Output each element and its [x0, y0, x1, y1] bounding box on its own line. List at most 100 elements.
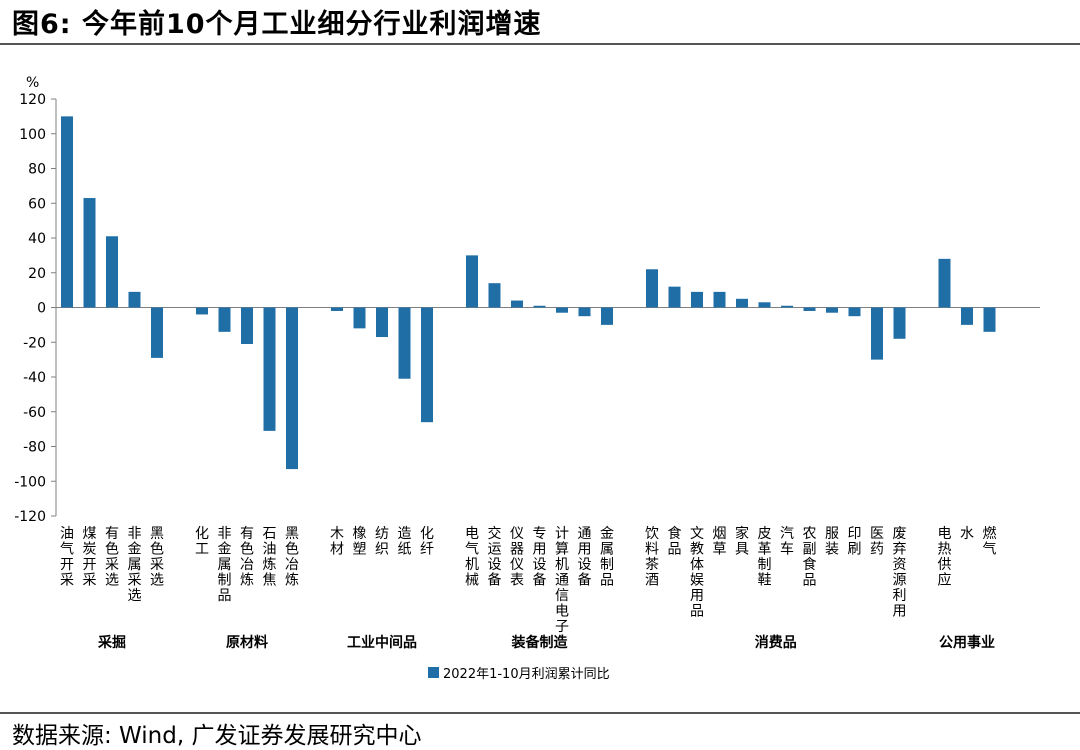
category-label: 专用设备: [533, 526, 547, 589]
category-label: 橡塑: [353, 526, 367, 558]
category-label: 饮料茶酒: [645, 526, 659, 589]
bar: [488, 283, 501, 308]
category-label: 汽车: [780, 526, 794, 558]
group-label: 工业中间品: [347, 634, 417, 651]
bar: [668, 286, 681, 308]
bar: [736, 298, 748, 308]
group-label: 装备制造: [511, 634, 568, 651]
category-label: 纺织: [375, 526, 389, 558]
category-label: 化纤: [420, 526, 434, 558]
y-tick-label: -80: [23, 440, 46, 456]
bar: [241, 307, 253, 344]
y-tick-label: -120: [14, 509, 46, 525]
category-label: 油气开采: [60, 526, 74, 589]
y-tick-label: -100: [14, 474, 46, 490]
bar: [983, 307, 996, 332]
bar: [331, 307, 343, 311]
category-label: 交运设备: [488, 525, 502, 589]
category-label: 木材: [330, 526, 344, 558]
category-label: 造纸: [398, 526, 412, 558]
chart-title: 图6: 今年前10个月工业细分行业利润增速: [12, 9, 542, 40]
category-label: 燃气: [983, 525, 997, 558]
y-tick-label: -20: [23, 335, 46, 351]
bar: [128, 291, 141, 308]
bar: [758, 302, 771, 308]
category-label: 食品: [668, 525, 682, 558]
category-label: 电热供应: [938, 526, 952, 589]
category-label: 非金属制品: [218, 526, 232, 604]
bar: [893, 307, 906, 339]
bar: [218, 307, 231, 332]
category-label: 家具: [735, 525, 749, 558]
bar: [466, 255, 478, 308]
category-label: 皮革制鞋: [758, 526, 772, 589]
bar: [398, 307, 411, 379]
bar: [376, 307, 388, 338]
bar: [61, 116, 73, 308]
y-tick-label: -60: [23, 405, 46, 421]
y-tick-label: 120: [19, 92, 46, 108]
category-label: 服装: [825, 526, 839, 558]
category-label: 金属制品: [600, 526, 614, 589]
category-label: 医药: [870, 526, 884, 558]
y-tick-label: -40: [23, 370, 46, 386]
group-label: 采掘: [97, 634, 126, 651]
category-label: 农副食品: [803, 526, 817, 589]
bar: [646, 269, 658, 308]
category-label: 电气机械: [465, 526, 479, 589]
bar: [781, 305, 793, 308]
bar: [196, 307, 208, 315]
category-label: 有色冶炼: [240, 526, 254, 589]
bar: [871, 307, 883, 360]
bar: [286, 307, 298, 470]
category-label: 文教体娱用品: [690, 526, 704, 620]
category-label: 计算机通信电子: [555, 526, 569, 635]
y-tick-label: 0: [37, 301, 46, 317]
bar: [578, 307, 591, 317]
category-label: 水: [960, 526, 974, 542]
bar: [938, 258, 951, 308]
bar: [556, 307, 568, 313]
bar: [421, 307, 433, 423]
group-label: 消费品: [755, 634, 797, 651]
bar: [691, 291, 703, 308]
y-axis-unit-label: %: [26, 75, 39, 91]
bar: [713, 291, 726, 308]
category-label: 仪器仪表: [510, 526, 524, 589]
category-label: 非金属采选: [128, 526, 142, 604]
category-label: 通用设备: [578, 526, 592, 589]
bar: [533, 305, 546, 308]
bar: [601, 307, 613, 325]
bar: [151, 307, 163, 358]
legend-label: 2022年1-10月利润累计同比: [443, 667, 610, 682]
group-label: 公用事业: [939, 634, 995, 651]
bar: [511, 300, 523, 308]
y-tick-label: 40: [28, 231, 46, 247]
bar: [803, 307, 816, 311]
bar: [848, 307, 861, 317]
category-label: 印刷: [848, 526, 862, 558]
bar: [263, 307, 276, 431]
group-label: 原材料: [226, 634, 268, 651]
y-tick-label: 80: [28, 162, 46, 178]
category-label: 煤炭开采: [83, 526, 97, 589]
category-label: 石油炼焦: [263, 526, 277, 589]
y-tick-label: 20: [28, 266, 46, 282]
bar: [83, 198, 96, 308]
source-divider: [0, 712, 1080, 714]
category-label: 废弃资源利用: [893, 526, 907, 620]
category-label: 黑色冶炼: [285, 526, 299, 589]
category-label: 黑色采选: [150, 526, 164, 589]
bar: [826, 307, 838, 313]
legend-swatch: [428, 667, 439, 678]
category-label: 化工: [195, 526, 209, 558]
bar: [106, 236, 118, 308]
bar: [353, 307, 366, 329]
title-divider: [0, 43, 1080, 45]
y-tick-label: 60: [28, 196, 46, 212]
bar-chart: %120 100 80 60 40 20 0 -20 -40 -60 -80 -100 -120 油气开采…: [14, 75, 1040, 682]
bar: [961, 307, 973, 325]
source-note: 数据来源: Wind, 广发证券发展研究中心: [12, 723, 422, 749]
category-label: 烟草: [713, 526, 727, 558]
y-tick-label: 100: [19, 127, 46, 143]
